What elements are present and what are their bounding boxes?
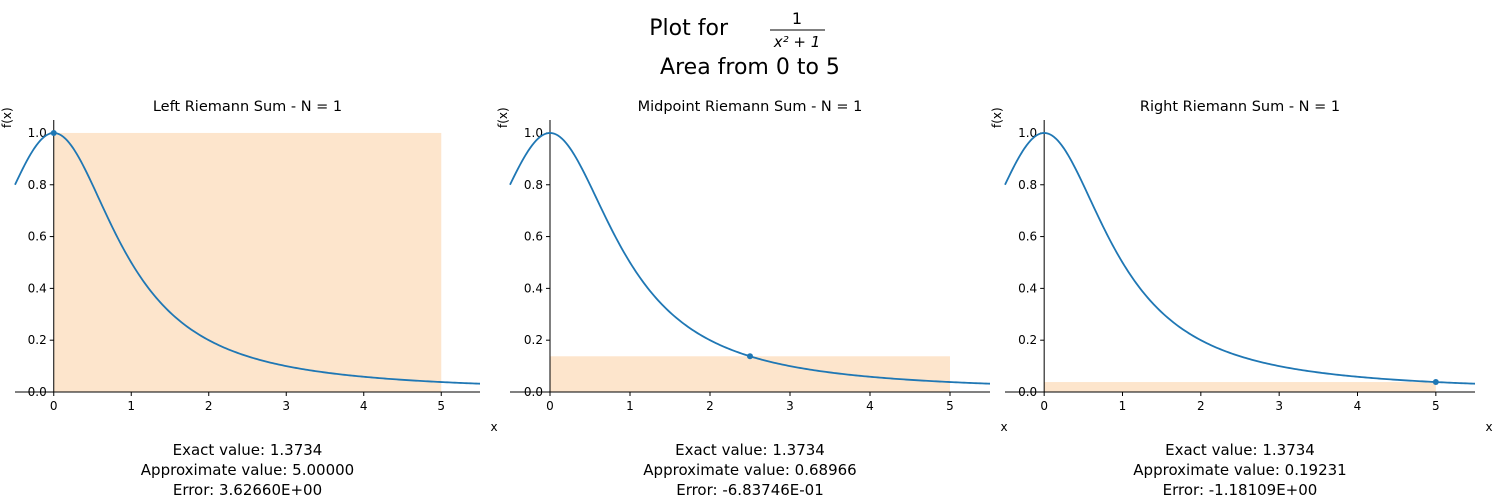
x-tick-label: 3 (1275, 399, 1283, 413)
riemann-rectangle (550, 356, 950, 392)
x-tick-label: 2 (1197, 399, 1205, 413)
annotation-line: Approximate value: 5.00000 (141, 461, 354, 479)
panel-1: Left Riemann Sum - N = 1 0 1 2 3 4 5 0.0 0.2 0.4 0… (0, 99, 498, 499)
panel-3: Right Riemann Sum - N = 1 0 1 2 3 4 5 0.0 0.2 0.4… (990, 99, 1492, 499)
figure-title-denominator: x² + 1 (773, 33, 821, 51)
x-axis-label: x (490, 420, 497, 434)
x-tick-label: 3 (786, 399, 794, 413)
sample-point (50, 129, 57, 136)
panel-title: Left Riemann Sum - N = 1 (153, 99, 342, 115)
x-tick-label: 4 (866, 399, 874, 413)
y-tick-label: 0.8 (28, 178, 47, 192)
panel-2: Midpoint Riemann Sum - N = 1 0 1 2 3 4 5 0.0 0.2… (496, 99, 1008, 499)
x-axis-label: x (1000, 420, 1007, 434)
y-axis-label: f(x) (990, 107, 1004, 128)
y-tick-label: 0.2 (524, 333, 543, 347)
x-tick-label: 5 (1432, 399, 1440, 413)
x-tick-label: 4 (1354, 399, 1362, 413)
y-tick-label: 0.8 (524, 178, 543, 192)
y-axis-label: f(x) (0, 107, 14, 128)
riemann-rectangle (53, 132, 442, 392)
x-tick-label: 3 (282, 399, 290, 413)
annotation-line: Exact value: 1.3734 (675, 441, 825, 459)
x-tick-label: 1 (626, 399, 634, 413)
y-tick-label: 1.0 (524, 126, 543, 140)
annotation-line: Error: -6.83746E-01 (676, 481, 824, 499)
sample-point (1432, 379, 1439, 386)
x-tick-label: 4 (360, 399, 368, 413)
function-curve (509, 132, 991, 385)
y-tick-label: 0.4 (1018, 281, 1037, 295)
y-tick-label: 0.2 (1018, 333, 1037, 347)
x-tick-label: 1 (1119, 399, 1127, 413)
figure-title: Plot for 1 x² + 1 Area from 0 to 5 (649, 9, 840, 80)
annotation-line: Approximate value: 0.19231 (1133, 461, 1346, 479)
figure-title-numerator: 1 (792, 9, 802, 28)
panels: Left Riemann Sum - N = 1 0 1 2 3 4 5 0.0 0.2 0.4 0… (0, 99, 1493, 499)
y-tick-label: 0.0 (28, 385, 47, 399)
function-curve (14, 132, 481, 385)
panel-title: Midpoint Riemann Sum - N = 1 (638, 99, 863, 115)
annotation-line: Approximate value: 0.68966 (643, 461, 856, 479)
y-tick-label: 0.4 (28, 281, 47, 295)
figure-title-line2: Area from 0 to 5 (660, 55, 840, 80)
y-tick-label: 0.8 (1018, 178, 1037, 192)
y-tick-label: 1.0 (1018, 126, 1037, 140)
annotation-line: Exact value: 1.3734 (1165, 441, 1315, 459)
annotation-line: Error: 3.62660E+00 (173, 481, 322, 499)
figure-title-prefix: Plot for (649, 16, 729, 41)
x-tick-label: 2 (706, 399, 714, 413)
y-tick-label: 1.0 (28, 126, 47, 140)
x-axis-label: x (1485, 420, 1492, 434)
x-tick-label: 0 (50, 399, 58, 413)
function-curve (1004, 132, 1476, 385)
y-tick-label: 0.6 (524, 230, 543, 244)
panel-title: Right Riemann Sum - N = 1 (1140, 99, 1340, 115)
y-tick-label: 0.6 (28, 230, 47, 244)
sample-point (747, 353, 753, 360)
riemann-rectangle (1044, 382, 1436, 392)
y-tick-label: 0.4 (524, 281, 543, 295)
annotation-line: Exact value: 1.3734 (173, 441, 323, 459)
y-tick-label: 0.0 (524, 385, 543, 399)
y-tick-label: 0.6 (1018, 230, 1037, 244)
x-tick-label: 2 (205, 399, 213, 413)
y-axis-label: f(x) (496, 107, 510, 128)
y-tick-label: 0.0 (1018, 385, 1037, 399)
x-tick-label: 0 (546, 399, 554, 413)
x-tick-label: 0 (1040, 399, 1048, 413)
y-tick-label: 0.2 (28, 333, 47, 347)
x-tick-label: 1 (127, 399, 135, 413)
x-tick-label: 5 (437, 399, 445, 413)
x-tick-label: 5 (946, 399, 954, 413)
annotation-line: Error: -1.18109E+00 (1163, 481, 1318, 499)
